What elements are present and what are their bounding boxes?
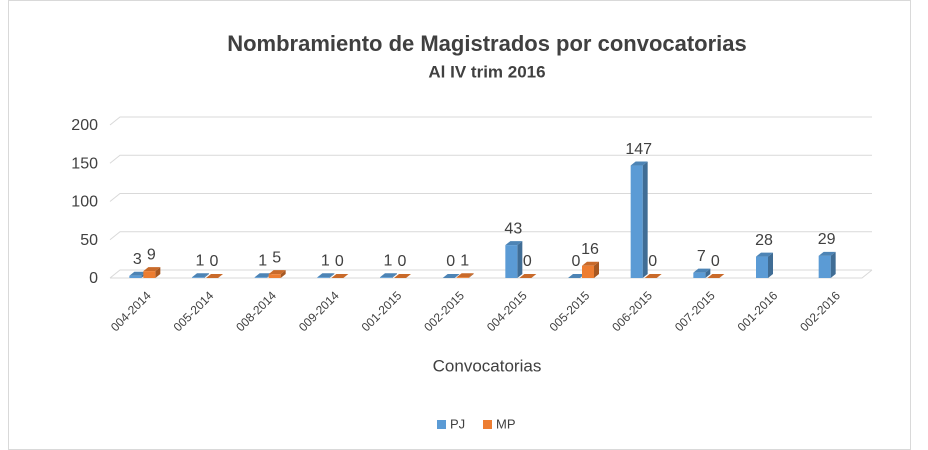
bar-top	[505, 241, 523, 246]
bar-side	[468, 273, 474, 278]
bar-top	[206, 274, 223, 278]
bar	[380, 277, 392, 278]
bar	[582, 265, 594, 278]
y-tick-label: 100	[71, 194, 98, 211]
bar-top	[693, 268, 711, 273]
value-label: 1	[258, 252, 267, 269]
legend-swatch	[437, 420, 446, 429]
value-label: 147	[625, 141, 652, 158]
bar-top	[818, 251, 836, 256]
x-axis-title: Convocatorias	[433, 356, 542, 375]
value-label: 29	[818, 231, 836, 248]
bar-side	[155, 267, 161, 278]
bar-side	[705, 268, 711, 278]
bar-top	[317, 273, 335, 278]
value-label: 0	[446, 253, 455, 270]
legend-label: PJ	[450, 416, 465, 431]
grid-line	[109, 116, 872, 126]
bar-side	[329, 273, 335, 278]
bar-top	[644, 274, 662, 278]
bar-side	[830, 251, 836, 278]
bar	[756, 256, 768, 278]
bar-top	[442, 274, 460, 278]
x-axis-floor	[110, 269, 873, 279]
y-tick-label: 150	[71, 155, 98, 172]
grid-line	[109, 231, 872, 241]
bar-top	[707, 274, 725, 278]
bar	[268, 274, 281, 278]
bar-top	[143, 267, 161, 272]
legend-swatch	[483, 420, 492, 429]
bar	[143, 271, 156, 278]
bar	[317, 277, 330, 278]
value-label: 1	[196, 252, 205, 269]
bar	[818, 255, 831, 278]
value-label: 1	[460, 252, 469, 269]
bar-top	[582, 261, 599, 266]
bar-side	[594, 261, 599, 278]
value-label: 1	[384, 252, 393, 269]
bar-side	[204, 273, 209, 278]
bar-top	[394, 274, 411, 278]
chart-subtitle: Al IV trim 2016	[428, 62, 545, 81]
bar-top	[380, 273, 397, 278]
bar-top	[268, 270, 286, 275]
bar-top	[192, 273, 209, 278]
bar-top	[519, 274, 537, 278]
value-label: 5	[272, 249, 281, 266]
bar	[192, 277, 204, 278]
value-label: 0	[523, 253, 532, 270]
bar-side	[517, 241, 523, 278]
bar	[129, 275, 142, 278]
chart-title: Nombramiento de Magistrados por convocat…	[227, 31, 747, 56]
bar	[456, 277, 469, 278]
bar	[630, 165, 643, 278]
value-label: 0	[210, 253, 219, 270]
grid-line	[109, 154, 872, 164]
bar-top	[630, 161, 648, 166]
grid-line	[109, 193, 872, 202]
bar	[254, 277, 267, 278]
bar-top	[568, 274, 585, 278]
bar-side	[392, 273, 397, 278]
value-label: 1	[321, 252, 330, 269]
bar	[505, 245, 518, 278]
chart-frame	[8, 0, 911, 450]
value-label: 0	[711, 253, 720, 270]
grid-line	[109, 269, 872, 279]
value-label: 0	[648, 253, 657, 270]
bar-top	[129, 271, 147, 276]
bar-top	[456, 273, 474, 278]
legend-label: MP	[496, 416, 516, 431]
value-label: 43	[504, 220, 522, 237]
bar-side	[768, 252, 773, 278]
y-tick-label: 50	[80, 232, 98, 249]
bar-top	[331, 274, 349, 278]
y-tick-label: 200	[71, 117, 98, 134]
value-label: 16	[581, 241, 599, 258]
bar	[693, 272, 706, 278]
value-label: 3	[133, 251, 142, 268]
bar-top	[756, 252, 773, 257]
bar-side	[280, 270, 286, 278]
value-label: 0	[335, 253, 344, 270]
bar-top	[254, 273, 272, 278]
value-label: 7	[697, 248, 706, 265]
value-label: 0	[572, 253, 581, 270]
value-label: 28	[755, 232, 773, 249]
y-tick-label: 0	[89, 270, 98, 287]
value-label: 9	[147, 246, 156, 263]
bar-side	[642, 161, 648, 278]
value-label: 0	[398, 253, 407, 270]
